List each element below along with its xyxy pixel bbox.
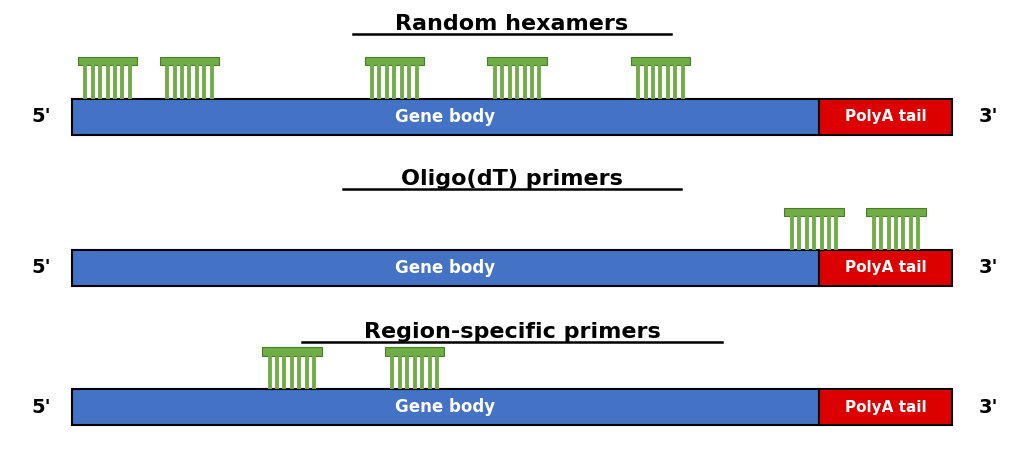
Text: Random hexamers: Random hexamers — [395, 14, 629, 33]
Bar — [160, 57, 219, 65]
Text: PolyA tail: PolyA tail — [845, 260, 927, 275]
Text: 3': 3' — [978, 398, 998, 417]
Text: 5': 5' — [31, 108, 51, 126]
Text: PolyA tail: PolyA tail — [845, 400, 927, 415]
Bar — [262, 347, 322, 356]
Text: 5': 5' — [31, 398, 51, 417]
Text: Oligo(dT) primers: Oligo(dT) primers — [401, 169, 623, 189]
Bar — [72, 250, 819, 286]
Text: Gene body: Gene body — [395, 259, 496, 277]
Text: Gene body: Gene body — [395, 108, 496, 126]
Bar — [866, 208, 926, 216]
Bar — [385, 347, 444, 356]
Bar — [72, 389, 819, 425]
Bar — [72, 99, 819, 135]
Text: 3': 3' — [978, 258, 998, 277]
Bar — [487, 57, 547, 65]
Bar — [819, 99, 952, 135]
Text: 3': 3' — [978, 108, 998, 126]
Bar — [784, 208, 844, 216]
Bar — [631, 57, 690, 65]
Text: 5': 5' — [31, 258, 51, 277]
Text: Region-specific primers: Region-specific primers — [364, 322, 660, 342]
Bar — [78, 57, 137, 65]
Bar — [819, 389, 952, 425]
Text: PolyA tail: PolyA tail — [845, 109, 927, 125]
Bar — [365, 57, 424, 65]
Text: Gene body: Gene body — [395, 398, 496, 416]
Bar — [819, 250, 952, 286]
